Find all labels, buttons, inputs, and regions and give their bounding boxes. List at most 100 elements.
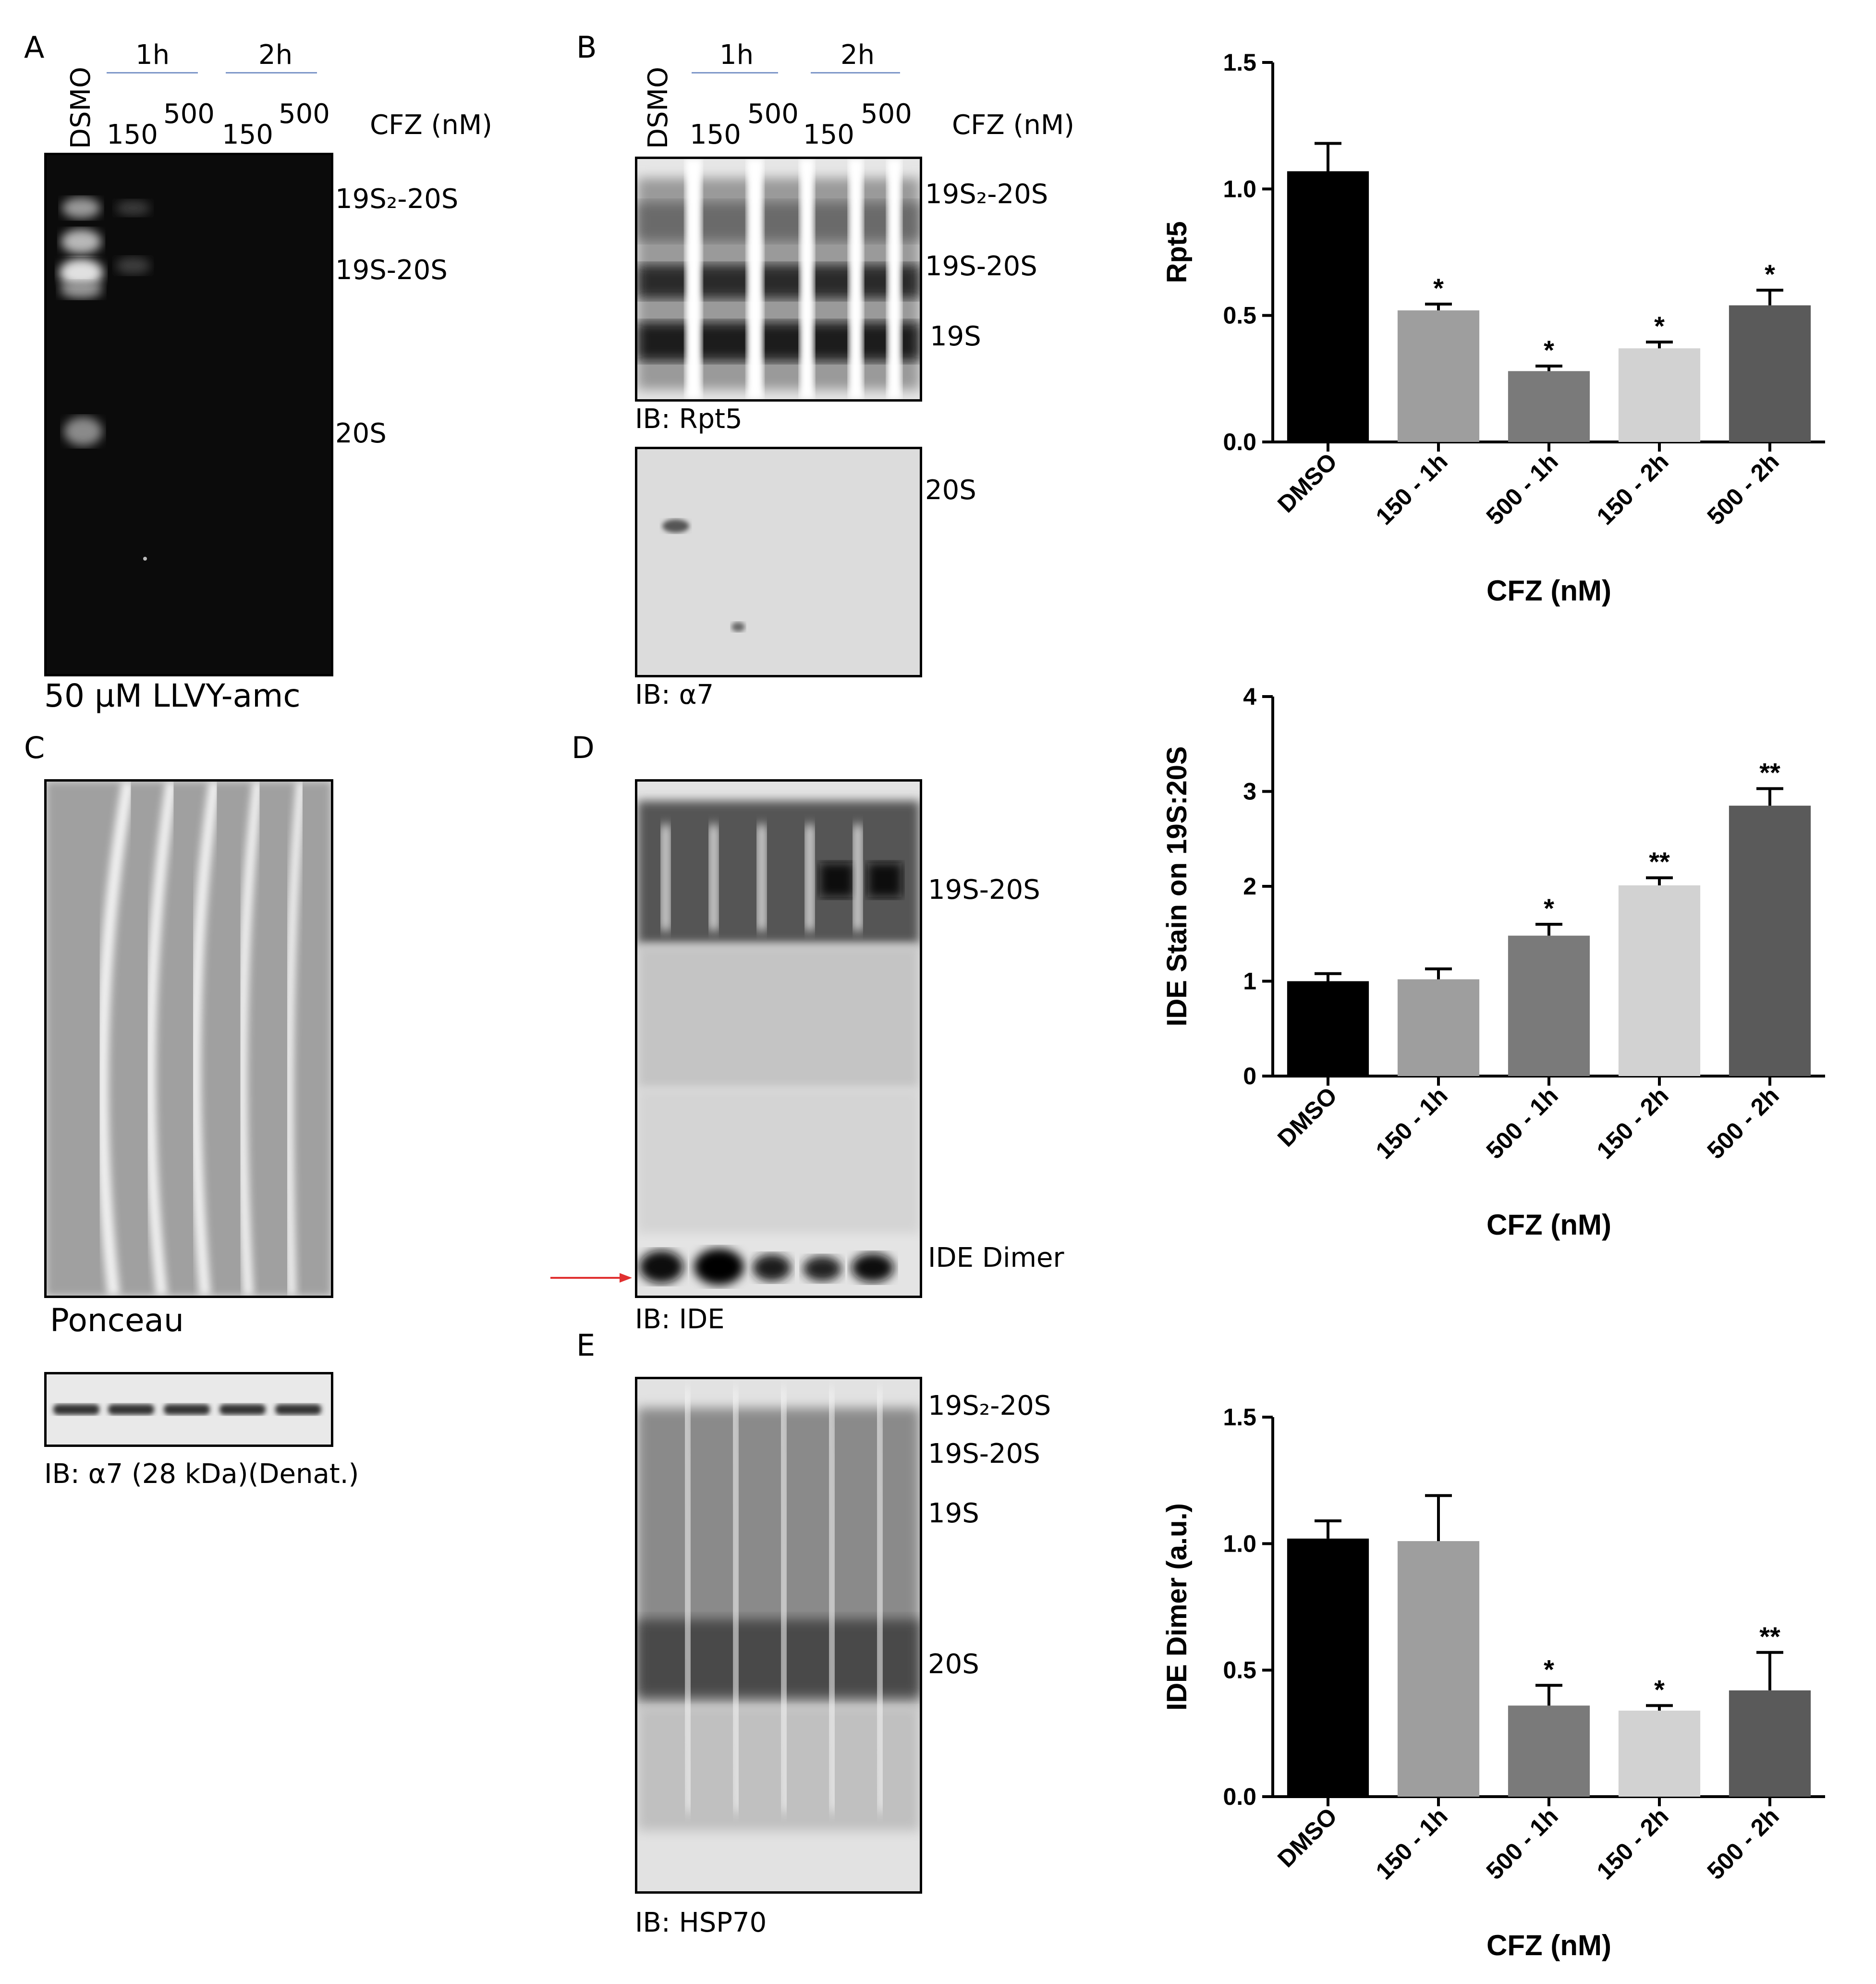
x-tick-label: DMSO (1272, 448, 1342, 518)
panel-d-red-arrow-icon (550, 1273, 632, 1283)
panel-a-conc-150b: 150 (222, 119, 273, 150)
panel-a-band-19s2-20s: 19S₂-20S (335, 184, 459, 215)
panel-a-conc-500b: 500 (279, 98, 330, 130)
significance-mark: * (1544, 893, 1554, 923)
panel-b-lane-dmso: DSMO (643, 66, 674, 149)
panel-a-cfz-label: CFZ (nM) (370, 110, 492, 141)
panel-b-band-20s: 20S (925, 475, 976, 506)
x-tick-label: 500 - 2h (1702, 1082, 1784, 1164)
y-tick-label: 1.5 (1223, 49, 1256, 76)
significance-mark: * (1433, 273, 1444, 303)
bar (1508, 935, 1590, 1076)
panel-a-conc-500a: 500 (163, 98, 215, 130)
panel-d-band-ide-dimer: IDE Dimer (928, 1242, 1064, 1274)
panel-b-letter: B (576, 30, 597, 65)
panel-b-time-1h-line (692, 72, 778, 73)
panel-c-ib-alpha7-denat: IB: α7 (28 kDa)(Denat.) (44, 1458, 359, 1490)
y-tick-label: 0.5 (1223, 1657, 1256, 1684)
bar (1729, 806, 1811, 1076)
x-tick-label: 150 - 2h (1592, 1802, 1674, 1885)
panel-b-alpha7-spots (662, 519, 745, 632)
panel-e-ib-hsp70: IB: HSP70 (635, 1907, 767, 1938)
y-axis-label: Rpt5 (1161, 221, 1193, 283)
panel-a-time-2h: 2h (258, 39, 293, 71)
panel-b-alpha7-blot (635, 447, 922, 677)
y-tick-label: 0.0 (1223, 429, 1256, 455)
panel-a-gel (44, 153, 333, 676)
x-axis-label: CFZ (nM) (1486, 1929, 1611, 1961)
bar (1508, 371, 1590, 442)
panel-b-time-2h: 2h (841, 39, 875, 71)
chart-ide-dimer: 0.0 0.5 1.0 1.5 DMSO 150 - 1h * 500 - 1h * 150 - … (1161, 1404, 1825, 1961)
y-axis-label: IDE Dimer (a.u.) (1161, 1503, 1193, 1711)
x-tick-label: 500 - 1h (1481, 1802, 1563, 1885)
panel-b-cfz-label: CFZ (nM) (952, 110, 1074, 141)
significance-mark: ** (1759, 758, 1780, 788)
panel-e-band-19s: 19S (928, 1498, 979, 1529)
y-tick-label: 0.0 (1223, 1783, 1256, 1810)
panel-d-ib-ide: IB: IDE (635, 1304, 725, 1335)
panel-c-ponceau-stain (44, 779, 333, 1298)
y-tick-label: 3 (1243, 778, 1256, 805)
panel-b-band-19s: 19S (930, 321, 981, 352)
panel-a-gel-bands (59, 197, 150, 561)
panel-b-conc-150a: 150 (690, 119, 741, 150)
chart-rpt5: 0.0 0.5 1.0 1.5 DMSO * 150 - 1h * 500 - 1h * 150 -… (1161, 49, 1825, 607)
panel-a-lane-dmso: DSMO (65, 66, 97, 149)
bar (1287, 981, 1369, 1076)
panel-d-ide-bands (637, 801, 920, 1285)
y-axis-label: IDE Stain on 19S:20S (1161, 746, 1193, 1026)
panel-b-band-19s-20s: 19S-20S (925, 251, 1037, 282)
significance-mark: * (1654, 1674, 1665, 1704)
y-tick-label: 1.0 (1223, 175, 1256, 202)
bar (1287, 171, 1369, 442)
panel-e-band-19s-20s: 19S-20S (928, 1438, 1040, 1470)
panel-c-alpha7-denat-blot (44, 1372, 333, 1447)
significance-mark: * (1544, 1654, 1554, 1684)
bar (1397, 310, 1480, 442)
panel-a-band-19s-20s: 19S-20S (335, 255, 448, 286)
y-tick-label: 1 (1243, 968, 1256, 995)
panel-b-rpt5-bands (637, 159, 920, 399)
significance-mark: ** (1759, 1621, 1780, 1652)
y-tick-label: 0 (1243, 1063, 1256, 1090)
bar (1287, 1538, 1369, 1797)
y-tick-label: 2 (1243, 873, 1256, 900)
significance-mark: * (1765, 259, 1775, 289)
panel-a-caption: 50 µM LLVY-amc (44, 677, 301, 714)
panel-b-conc-500b: 500 (861, 98, 912, 130)
significance-mark: * (1654, 311, 1665, 341)
panel-b-conc-500a: 500 (747, 98, 799, 130)
panel-e-hsp70-bands (637, 1388, 920, 1831)
panel-b-conc-150b: 150 (803, 119, 854, 150)
panel-b-time-1h: 1h (719, 39, 754, 71)
panel-a-time-2h-line (226, 72, 317, 73)
bar (1397, 1541, 1480, 1797)
bar (1618, 885, 1701, 1076)
x-axis-label: CFZ (nM) (1486, 575, 1611, 607)
x-tick-label: 500 - 1h (1481, 448, 1563, 530)
panel-a-time-1h: 1h (135, 39, 170, 71)
y-tick-label: 0.5 (1223, 302, 1256, 329)
x-tick-label: 150 - 1h (1371, 448, 1453, 530)
bar (1508, 1705, 1590, 1797)
panel-d-band-19s-20s: 19S-20S (928, 874, 1040, 906)
x-tick-label: 500 - 2h (1702, 1802, 1784, 1885)
x-tick-label: 150 - 2h (1592, 1082, 1674, 1164)
bar (1618, 348, 1701, 442)
panel-c-ponceau-lanes (47, 782, 331, 1296)
panel-b-time-2h-line (811, 72, 900, 73)
panel-c-alpha7-denat-bands (53, 1404, 321, 1415)
panel-a-letter: A (24, 30, 45, 65)
bar (1729, 305, 1811, 442)
bar (1397, 979, 1480, 1076)
significance-mark: * (1544, 335, 1554, 365)
panel-b-ib-rpt5: IB: Rpt5 (635, 404, 743, 435)
panel-e-hsp70-blot (635, 1377, 922, 1894)
x-tick-label: 500 - 1h (1481, 1082, 1563, 1164)
y-tick-label: 1.5 (1223, 1404, 1256, 1431)
panel-a-conc-150a: 150 (107, 119, 158, 150)
x-tick-label: 150 - 2h (1592, 448, 1674, 530)
panel-e-letter: E (576, 1328, 596, 1363)
y-tick-label: 1.0 (1223, 1530, 1256, 1557)
